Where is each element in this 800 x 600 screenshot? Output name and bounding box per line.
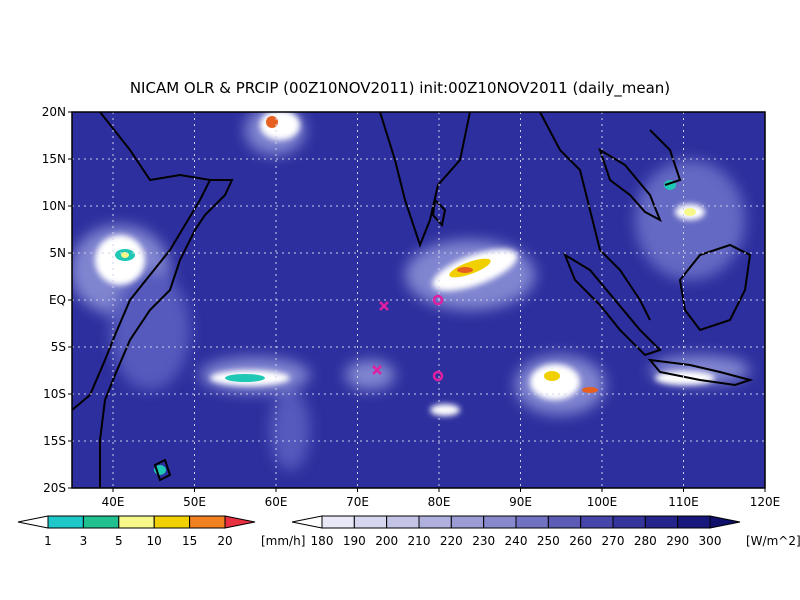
lat-label: 5S [51, 340, 66, 354]
bar-label: 230 [472, 534, 495, 548]
lon-label: 60E [265, 495, 288, 509]
lat-label: 5N [49, 246, 66, 260]
bar-label: 1 [44, 534, 52, 548]
bar-box [189, 515, 226, 529]
bar-label: 190 [343, 534, 366, 548]
lat-label: 20N [42, 105, 66, 119]
bar-unit: [mm/h] [261, 534, 305, 548]
bar-label: 240 [505, 534, 528, 548]
bar-label: 210 [408, 534, 431, 548]
bar-label: 290 [666, 534, 689, 548]
lat-label: 15S [43, 434, 66, 448]
bar-box [418, 515, 452, 529]
bar-box [612, 515, 646, 529]
bar-label: 5 [115, 534, 123, 548]
bar-box [321, 515, 355, 529]
bar-box [153, 515, 191, 529]
bar-label: 20 [217, 534, 232, 548]
bar-label: 3 [80, 534, 88, 548]
bar-arrow [17, 515, 49, 529]
axis-labels: 20N 15N 10N 5N EQ 5S 10S 15S 20S 40E 50E 60E 70E 80E 9… [42, 105, 781, 509]
lon-label: 120E [750, 495, 781, 509]
bar-label: 260 [569, 534, 592, 548]
lon-label: 100E [587, 495, 618, 509]
bar-box [118, 515, 155, 529]
bar-box [386, 515, 420, 529]
lon-label: 80E [428, 495, 451, 509]
lat-label: 10S [43, 387, 66, 401]
bar-box [515, 515, 549, 529]
bar-arrow [709, 515, 741, 529]
colorbars: 1 3 5 10 15 20 [mm/h] 180 190 200 210 220 230 240 250 2… [17, 515, 800, 548]
lon-label: 50E [183, 495, 206, 509]
bar-label: 250 [537, 534, 560, 548]
lon-label: 70E [346, 495, 369, 509]
bar-label: 280 [634, 534, 657, 548]
bar-label: 270 [602, 534, 625, 548]
lat-label: 10N [42, 199, 66, 213]
bar-label: 180 [311, 534, 334, 548]
bar-arrow [291, 515, 323, 529]
bar-box [580, 515, 614, 529]
bar-box [353, 515, 388, 529]
lon-label: 110E [668, 495, 699, 509]
bar-box [483, 515, 517, 529]
map [72, 112, 765, 488]
lat-label: 20S [43, 481, 66, 495]
bar-unit: [W/m^2] [746, 534, 800, 548]
bar-arrow [224, 515, 256, 529]
bar-box [677, 515, 711, 529]
bar-box [644, 515, 679, 529]
bar-label: 10 [147, 534, 162, 548]
bar-label: 200 [375, 534, 398, 548]
lon-label: 90E [509, 495, 532, 509]
bar-box [547, 515, 582, 529]
grid [72, 112, 765, 488]
bar-label: 220 [440, 534, 463, 548]
title: NICAM OLR & PRCIP (00Z10NOV2011) init:00… [130, 79, 670, 98]
bar-box [47, 515, 84, 529]
lat-label: 15N [42, 152, 66, 166]
bar-box [450, 515, 485, 529]
lon-label: 40E [102, 495, 125, 509]
bar-box [82, 515, 120, 529]
bar-label: 300 [699, 534, 722, 548]
markers [372, 294, 444, 382]
lat-label: EQ [49, 293, 66, 307]
coastlines [72, 112, 754, 488]
bar-label: 15 [182, 534, 197, 548]
